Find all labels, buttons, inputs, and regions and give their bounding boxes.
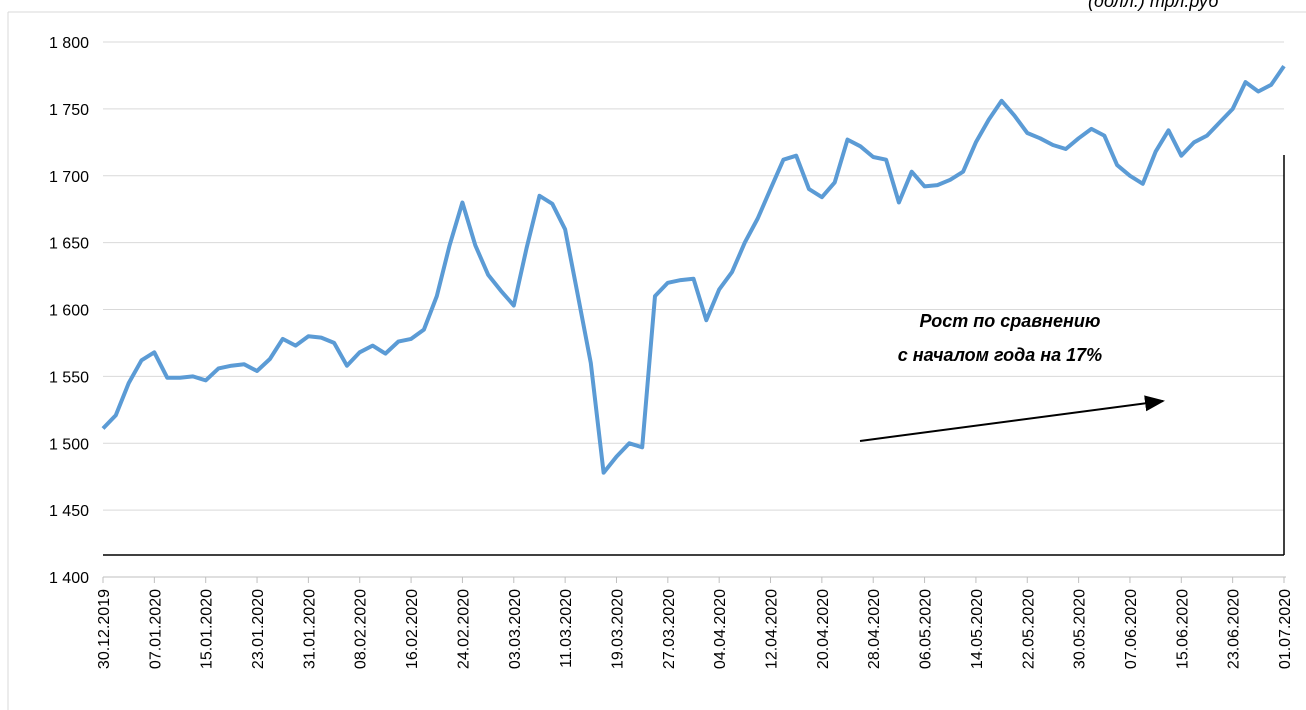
x-tick-label: 19.03.2020	[609, 589, 626, 669]
x-tick-label: 11.03.2020	[558, 589, 575, 668]
x-tick-label: 28.04.2020	[866, 589, 883, 669]
x-tick-label: 30.12.2019	[96, 589, 113, 669]
x-tick-label: 01.07.2020	[1277, 589, 1294, 669]
x-tick-label: 06.05.2020	[918, 589, 935, 669]
x-tick-label: 31.01.2020	[301, 589, 318, 669]
y-tick-label: 1 800	[49, 35, 89, 52]
y-tick-label: 1 650	[49, 236, 89, 253]
x-tick-label: 20.04.2020	[815, 589, 832, 669]
x-tick-label: 15.06.2020	[1174, 589, 1191, 669]
x-tick-label: 07.01.2020	[147, 589, 164, 669]
unit-note: (долл.) трл.руб	[1088, 0, 1219, 11]
y-tick-label: 1 450	[49, 503, 89, 520]
data-line	[101, 64, 1286, 475]
x-tick-label: 03.03.2020	[507, 589, 524, 669]
y-tick-label: 1 700	[49, 169, 89, 186]
x-tick-label: 12.04.2020	[764, 589, 781, 669]
grid	[103, 41, 1284, 578]
y-tick-label: 1 400	[49, 570, 89, 587]
x-tick-label: 22.05.2020	[1020, 589, 1037, 669]
x-tick-label: 30.05.2020	[1072, 589, 1089, 669]
x-tick-label: 24.02.2020	[455, 589, 472, 669]
y-tick-label: 1 600	[49, 303, 89, 320]
x-tick-label: 16.02.2020	[404, 589, 421, 669]
x-tick-label: 08.02.2020	[353, 589, 370, 669]
x-tick-label: 07.06.2020	[1123, 589, 1140, 669]
annotation: Рост по сравнению	[920, 311, 1101, 331]
y-tick-label: 1 500	[49, 436, 89, 453]
y-tick-label: 1 550	[49, 369, 89, 386]
arrow	[859, 395, 1165, 442]
x-tick-label: 27.03.2020	[661, 589, 678, 669]
x-tick-label: 23.06.2020	[1226, 589, 1243, 669]
y-tick-label: 1 750	[49, 102, 89, 119]
annotation: с началом года на 17%	[898, 345, 1102, 365]
x-tick-label: 04.04.2020	[712, 589, 729, 669]
x-tick-label: 15.01.2020	[199, 589, 216, 669]
x-tick-label: 14.05.2020	[969, 589, 986, 669]
x-tick-label: 23.01.2020	[250, 589, 267, 669]
